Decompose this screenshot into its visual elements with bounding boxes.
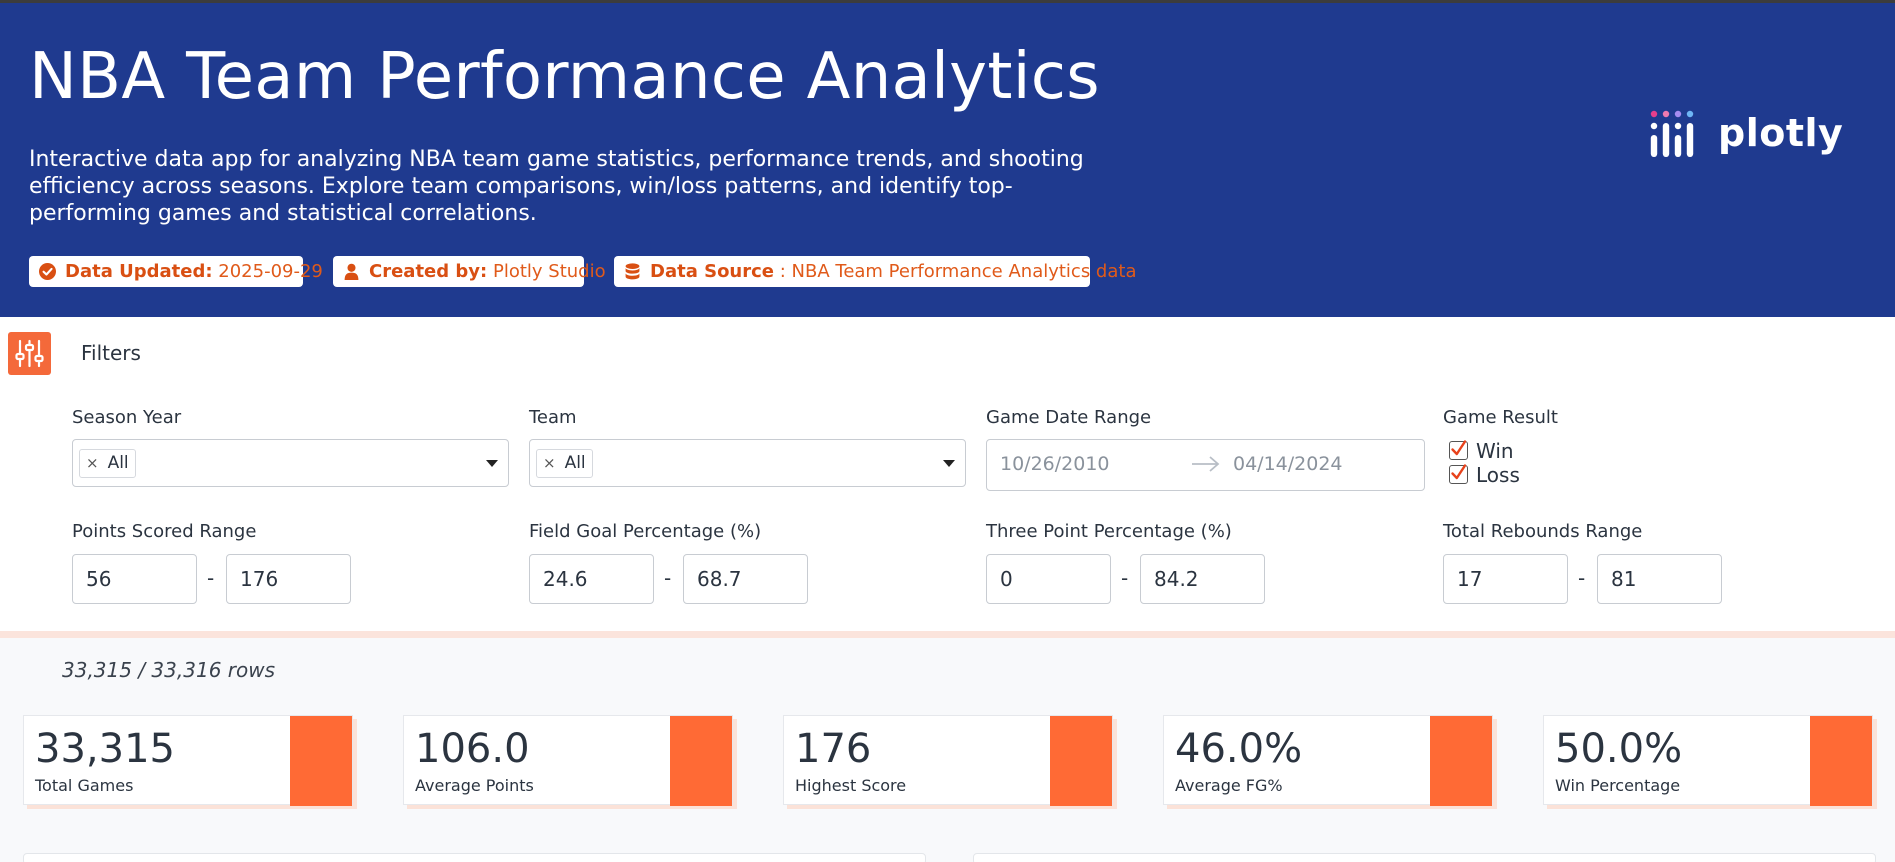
database-icon bbox=[625, 263, 640, 280]
win-checkbox[interactable]: Win bbox=[1449, 440, 1514, 462]
season-year-select[interactable]: × All bbox=[72, 439, 509, 487]
date-range-picker[interactable]: 10/26/2010 04/14/2024 bbox=[986, 439, 1425, 491]
badge-value: Plotly Studio bbox=[492, 261, 606, 282]
season-year-chip[interactable]: × All bbox=[79, 449, 136, 478]
chevron-down-icon[interactable] bbox=[943, 460, 955, 467]
filters-panel: Filters Season Year Team Game Date Range… bbox=[0, 317, 1895, 634]
rebounds-range-label: Total Rebounds Range bbox=[1443, 521, 1643, 542]
kpi-label: Average Points bbox=[415, 776, 534, 795]
three-pct-max-input[interactable]: 84.2 bbox=[1140, 554, 1265, 604]
kpi-accent-bar bbox=[1430, 716, 1492, 806]
three-pct-min-input[interactable]: 0 bbox=[986, 554, 1111, 604]
kpi-card-average-fg: 46.0% Average FG% bbox=[1163, 715, 1493, 806]
filters-toggle-button[interactable] bbox=[8, 332, 51, 375]
season-year-label: Season Year bbox=[72, 407, 182, 428]
app-header: NBA Team Performance Analytics Interacti… bbox=[0, 3, 1895, 317]
data-source-badge: Data Source : NBA Team Performance Analy… bbox=[614, 256, 1136, 287]
chevron-down-icon[interactable] bbox=[486, 460, 498, 467]
checkbox-label: Win bbox=[1476, 439, 1514, 463]
page-description: Interactive data app for analyzing NBA t… bbox=[29, 147, 1084, 226]
remove-chip-icon[interactable]: × bbox=[86, 454, 99, 472]
loss-checkbox[interactable]: Loss bbox=[1449, 464, 1520, 486]
kpi-value: 106.0 bbox=[415, 726, 530, 772]
kpi-accent-bar bbox=[290, 716, 352, 806]
sliders-icon bbox=[15, 339, 44, 368]
checkbox-box[interactable] bbox=[1449, 440, 1468, 460]
rebounds-min-input[interactable]: 17 bbox=[1443, 554, 1568, 604]
kpi-label: Average FG% bbox=[1175, 776, 1283, 795]
kpi-label: Win Percentage bbox=[1555, 776, 1681, 795]
badge-value: 2025-09-29 bbox=[218, 261, 323, 282]
fg-pct-min-input[interactable]: 24.6 bbox=[529, 554, 654, 604]
range-separator: - bbox=[1121, 566, 1129, 590]
kpi-card-highest-score: 176 Highest Score bbox=[783, 715, 1113, 806]
start-date-input[interactable]: 10/26/2010 bbox=[1000, 453, 1110, 475]
kpi-value: 176 bbox=[795, 726, 872, 772]
points-max-input[interactable]: 176 bbox=[226, 554, 351, 604]
check-circle-icon bbox=[39, 263, 56, 280]
row-count: 33,315 / 33,316 rows bbox=[62, 658, 276, 682]
kpi-value: 33,315 bbox=[35, 726, 175, 772]
window-top-border bbox=[0, 0, 1895, 3]
kpi-card-win-percentage: 50.0% Win Percentage bbox=[1543, 715, 1873, 806]
user-icon bbox=[344, 263, 359, 280]
kpi-value: 50.0% bbox=[1555, 726, 1683, 772]
team-select[interactable]: × All bbox=[529, 439, 966, 487]
chart-card-right bbox=[973, 853, 1876, 862]
checkmark-icon bbox=[1451, 440, 1467, 456]
range-separator: - bbox=[1578, 566, 1586, 590]
arrow-right-icon bbox=[1192, 456, 1220, 472]
badge-value: : NBA Team Performance Analytics data bbox=[779, 261, 1137, 282]
data-updated-badge: Data Updated: 2025-09-29 bbox=[29, 256, 323, 287]
filters-title: Filters bbox=[81, 341, 141, 365]
fg-pct-max-input[interactable]: 68.7 bbox=[683, 554, 808, 604]
kpi-card-average-points: 106.0 Average Points bbox=[403, 715, 733, 806]
kpi-accent-bar bbox=[1810, 716, 1872, 806]
section-divider bbox=[0, 631, 1895, 638]
chip-label: All bbox=[564, 453, 586, 473]
plotly-logo: plotly bbox=[1648, 107, 1843, 163]
checkbox-label: Loss bbox=[1476, 463, 1520, 487]
kpi-card-total-games: 33,315 Total Games bbox=[23, 715, 353, 806]
points-min-input[interactable]: 56 bbox=[72, 554, 197, 604]
team-label: Team bbox=[529, 407, 577, 428]
range-separator: - bbox=[664, 566, 672, 590]
kpi-value: 46.0% bbox=[1175, 726, 1303, 772]
end-date-input[interactable]: 04/14/2024 bbox=[1233, 453, 1343, 475]
points-range-label: Points Scored Range bbox=[72, 521, 257, 542]
badge-label: Created by: bbox=[369, 261, 488, 282]
badge-label: Data Source bbox=[650, 261, 775, 282]
chip-label: All bbox=[107, 453, 129, 473]
three-pct-label: Three Point Percentage (%) bbox=[986, 521, 1232, 542]
date-range-label: Game Date Range bbox=[986, 407, 1152, 428]
checkmark-icon bbox=[1451, 464, 1467, 480]
kpi-label: Total Games bbox=[35, 776, 134, 795]
plotly-logo-mark bbox=[1650, 110, 1694, 157]
kpi-accent-bar bbox=[1050, 716, 1112, 806]
kpi-label: Highest Score bbox=[795, 776, 907, 795]
fg-pct-label: Field Goal Percentage (%) bbox=[529, 521, 762, 542]
badge-label: Data Updated: bbox=[65, 261, 213, 282]
created-by-badge: Created by: Plotly Studio bbox=[333, 256, 606, 287]
page-title: NBA Team Performance Analytics bbox=[29, 40, 1100, 114]
team-chip[interactable]: × All bbox=[536, 449, 593, 478]
chart-card-left bbox=[23, 853, 926, 862]
plotly-logo-text: plotly bbox=[1718, 111, 1844, 155]
remove-chip-icon[interactable]: × bbox=[543, 454, 556, 472]
rebounds-max-input[interactable]: 81 bbox=[1597, 554, 1722, 604]
range-separator: - bbox=[207, 566, 215, 590]
kpi-accent-bar bbox=[670, 716, 732, 806]
game-result-label: Game Result bbox=[1443, 407, 1558, 428]
checkbox-box[interactable] bbox=[1449, 464, 1468, 484]
